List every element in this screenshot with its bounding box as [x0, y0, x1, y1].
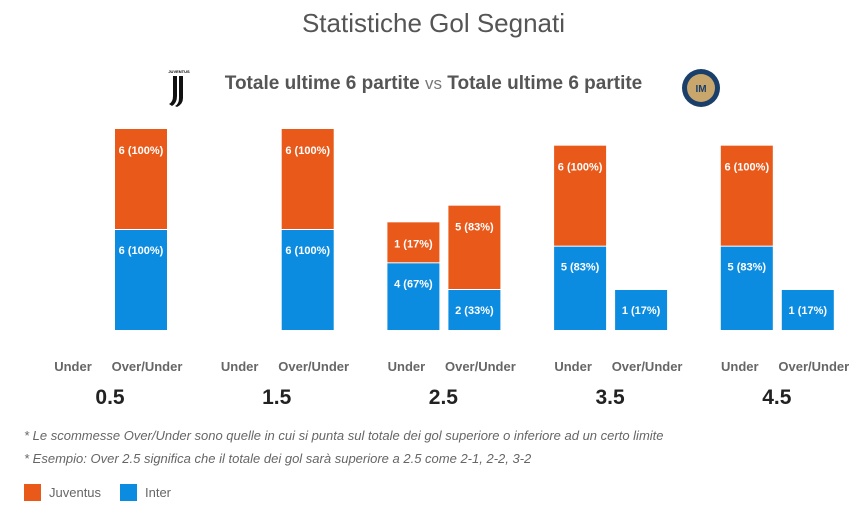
- bar-label: 6 (100%): [558, 162, 603, 174]
- bar-inter-over: [115, 230, 167, 330]
- column-label-over-under: Over/Under: [278, 359, 349, 374]
- category-label: 4.5: [762, 386, 792, 409]
- legend-inter[interactable]: Inter: [120, 484, 171, 501]
- column-label-under: Under: [554, 359, 592, 374]
- footnote-2: * Esempio: Over 2.5 significa che il tot…: [24, 451, 532, 466]
- category-label: 0.5: [95, 386, 125, 409]
- bar-inter-under: [554, 246, 607, 330]
- bar-juventus-under: [554, 145, 607, 246]
- juventus-logo: JUVENTUS: [168, 68, 190, 113]
- bar-label: 6 (100%): [285, 145, 330, 157]
- bar-label: 6 (100%): [285, 245, 330, 257]
- bar-label: 6 (100%): [119, 245, 164, 257]
- inter-logo: IM: [681, 68, 721, 113]
- bar-label: 5 (83%): [561, 262, 600, 274]
- legend-label: Juventus: [49, 485, 102, 500]
- column-label-under: Under: [54, 359, 92, 374]
- subtitle-left: Totale ultime 6 partite: [224, 73, 420, 94]
- bar-label: 1 (17%): [394, 238, 433, 250]
- bar-label: 5 (83%): [728, 262, 767, 274]
- legend-label: Inter: [145, 485, 172, 500]
- bar-label: 6 (100%): [724, 162, 769, 174]
- legend-juventus[interactable]: Juventus: [24, 484, 101, 501]
- column-label-over-under: Over/Under: [612, 359, 683, 374]
- bar-inter-over: [281, 230, 334, 330]
- bar-label: 5 (83%): [455, 222, 494, 234]
- category-label: 3.5: [595, 386, 625, 409]
- bar-juventus-over: [448, 205, 501, 289]
- legend-swatch-inter: [120, 484, 137, 501]
- bar-juventus-under: [720, 145, 773, 246]
- svg-text:JUVENTUS: JUVENTUS: [168, 69, 190, 74]
- bar-inter-under: [387, 263, 440, 330]
- bar-label: 6 (100%): [119, 145, 164, 157]
- bar-label: 4 (67%): [394, 278, 433, 290]
- column-label-under: Under: [721, 359, 759, 374]
- column-label-under: Under: [388, 359, 426, 374]
- bar-juventus-over: [115, 129, 167, 229]
- bar-inter-over: [615, 290, 668, 330]
- subtitle-vs: vs: [425, 74, 442, 93]
- category-label: 1.5: [262, 386, 292, 409]
- column-label-over-under: Over/Under: [445, 359, 516, 374]
- bar-inter-over: [448, 290, 501, 330]
- subtitle: Totale ultime 6 partite vs Totale ultime…: [0, 73, 867, 95]
- svg-text:IM: IM: [695, 84, 706, 95]
- column-label-over-under: Over/Under: [778, 359, 849, 374]
- bar-label: 1 (17%): [622, 305, 661, 317]
- category-label: 2.5: [429, 386, 459, 409]
- bar-label: 1 (17%): [789, 305, 828, 317]
- column-label-over-under: Over/Under: [112, 359, 183, 374]
- bar-label: 2 (33%): [455, 305, 494, 317]
- bar-inter-over: [781, 290, 834, 330]
- bar-juventus-under: [387, 222, 440, 263]
- chart-title: Statistiche Gol Segnati: [301, 8, 566, 38]
- bar-juventus-over: [281, 129, 334, 229]
- bar-inter-under: [720, 246, 773, 330]
- footnote-1: * Le scommesse Over/Under sono quelle in…: [24, 428, 664, 443]
- subtitle-right: Totale ultime 6 partite: [447, 73, 643, 94]
- column-label-under: Under: [221, 359, 259, 374]
- legend-swatch-juventus: [24, 484, 41, 501]
- chart-area: 6 (100%) 6 (100%) Under Over/Under 0.5 6 (100…: [54, 129, 849, 409]
